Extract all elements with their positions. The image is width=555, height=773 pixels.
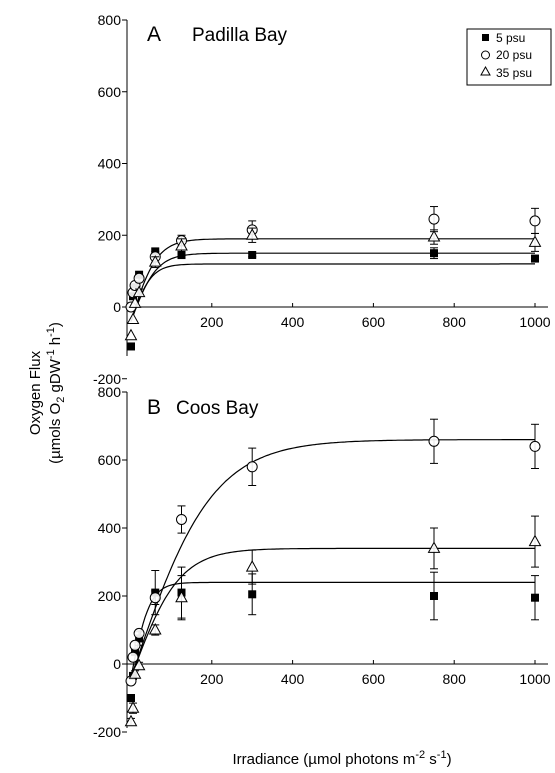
data-point-35psu (128, 296, 142, 308)
data-point-35psu (245, 228, 259, 240)
panel-b: 200 400 600 800 1000 -200 0 200 400 600 800 B Coos… (93, 384, 551, 740)
y-tick-label: 0 (113, 299, 121, 315)
data-point-5psu (430, 249, 438, 258)
legend-label-5psu: 5 psu (496, 31, 525, 45)
data-point-20psu (127, 651, 139, 663)
panel-a-title: Padilla Bay (192, 25, 288, 46)
data-point-5psu (127, 342, 135, 351)
data-point-20psu (133, 272, 145, 284)
data-point-5psu (531, 593, 539, 602)
legend-marker-35psu (480, 65, 491, 76)
data-point-20psu (129, 639, 141, 651)
x-tick-label: 1000 (519, 314, 550, 330)
y-tick-label: 200 (98, 588, 122, 604)
legend-box (466, 28, 552, 86)
y-tick-label: 400 (98, 156, 122, 172)
data-point-5psu (177, 250, 186, 259)
x-tick-label: 800 (443, 671, 467, 687)
data-point-5psu (531, 254, 539, 263)
x-tick-label: 800 (443, 314, 467, 330)
data-point-5psu (248, 250, 257, 259)
data-point-35psu (132, 658, 146, 671)
data-point-35psu (175, 590, 188, 603)
legend: 5 psu 20 psu 35 psu (466, 28, 552, 86)
fit-curve-5psu (130, 581, 535, 678)
data-point-5psu (430, 592, 438, 600)
panel-b-ticks: 200 400 600 800 1000 -200 0 200 400 600 800 (93, 384, 551, 740)
data-point-20psu (149, 592, 161, 604)
y-tick-label: 800 (98, 384, 122, 400)
y-tick-label: 0 (113, 656, 121, 672)
y-tick-label: 800 (98, 12, 122, 28)
data-point-35psu (175, 238, 188, 251)
x-tick-label: 400 (281, 671, 305, 687)
panel-b-title: Coos Bay (176, 398, 259, 419)
y-tick-label: -200 (93, 724, 121, 740)
x-tick-label: 200 (200, 671, 224, 687)
data-point-35psu (148, 255, 162, 267)
fit-curve-20psu (130, 439, 535, 678)
x-axis-label: Irradiance (µmol photons m-2 s-1) (232, 749, 451, 768)
data-point-35psu (528, 235, 542, 247)
panel-a-fit-curves (130, 238, 535, 322)
y-tick-label: 200 (98, 227, 122, 243)
data-point-35psu (124, 714, 138, 727)
panel-a-data-points (124, 206, 542, 351)
legend-label-35psu: 35 psu (496, 66, 532, 80)
y-tick-label: 400 (98, 520, 122, 536)
y-axis-label-line1: Oxygen Flux (27, 350, 44, 435)
y-axis-label-line2: (µmols O2 gDW-1 h-1) (45, 322, 67, 464)
data-point-5psu (248, 590, 257, 599)
legend-marker-5psu (482, 34, 489, 41)
data-point-35psu (126, 312, 140, 325)
panel-a-ticks: 200 400 600 800 1000 -200 0 200 400 600 800 (93, 12, 551, 387)
data-point-20psu (133, 627, 145, 639)
x-tick-label: 1000 (519, 671, 550, 687)
data-point-20psu (246, 461, 258, 473)
data-point-20psu (176, 514, 187, 525)
panel-a: 200 400 600 800 1000 -200 0 200 400 600 800 A Padi… (93, 12, 552, 387)
x-tick-label: 600 (362, 671, 386, 687)
data-point-20psu (529, 215, 541, 227)
data-point-35psu (124, 328, 138, 341)
x-tick-label: 200 (200, 314, 224, 330)
x-tick-label: 600 (362, 314, 386, 330)
fit-curve-20psu (130, 238, 535, 322)
legend-marker-20psu (481, 50, 490, 60)
fit-curve-35psu (130, 252, 535, 322)
data-point-20psu (428, 213, 440, 225)
y-tick-label: 600 (98, 452, 122, 468)
y-tick-label: 600 (98, 84, 122, 100)
data-point-20psu (529, 440, 541, 452)
data-point-35psu (126, 701, 140, 713)
data-point-35psu (427, 230, 441, 242)
data-point-35psu (528, 534, 542, 547)
fit-curve-35psu (130, 547, 535, 678)
x-tick-label: 400 (281, 314, 305, 330)
panel-a-letter: A (147, 23, 161, 46)
data-point-20psu (428, 435, 440, 447)
data-point-35psu (128, 667, 142, 679)
panel-b-data-points (124, 418, 542, 727)
fit-curve-5psu (130, 263, 535, 322)
data-point-35psu (245, 560, 259, 572)
y-tick-label: -200 (93, 371, 121, 387)
data-point-35psu (132, 285, 146, 298)
panel-b-fit-curves (130, 439, 535, 678)
panel-b-letter: B (147, 396, 161, 419)
data-point-5psu (127, 694, 135, 702)
data-point-35psu (148, 622, 162, 635)
legend-label-20psu: 20 psu (496, 48, 532, 62)
data-point-35psu (427, 541, 441, 553)
